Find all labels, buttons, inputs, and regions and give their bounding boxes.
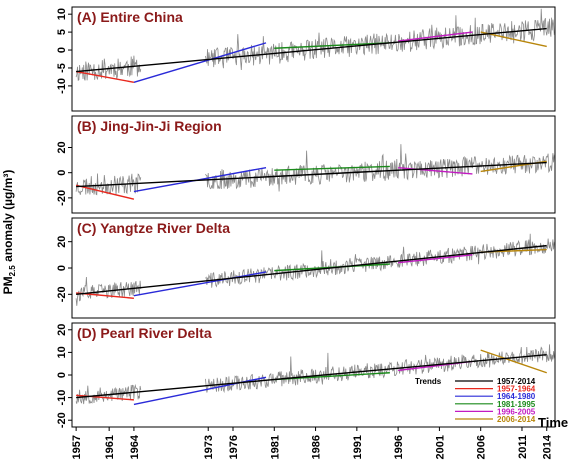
y-tick-label: -20 [56, 190, 68, 206]
y-tick-label: -20 [56, 412, 68, 428]
y-axis-label-rest: anomaly (µg/m³) [1, 170, 15, 266]
trend-1996-2005 [398, 254, 473, 264]
x-tick-label: 2006 [476, 435, 488, 459]
y-tick-label: 20 [56, 324, 68, 336]
anomaly-series [75, 383, 142, 405]
x-tick-label: 2011 [517, 435, 529, 459]
y-axis-label: PM2.5 anomaly (µg/m³) [1, 170, 17, 295]
trend-1957-2014 [76, 353, 547, 399]
x-tick-label: 1957 [71, 435, 83, 459]
trend-1964-1980 [133, 271, 267, 297]
legend-label: 1996-2005 [497, 407, 536, 416]
x-tick-label: 1986 [311, 435, 323, 459]
legend-label: 1957-1964 [497, 385, 536, 394]
x-axis-label: Time [538, 415, 568, 430]
x-tick-label: 1991 [352, 435, 364, 459]
legend-label: 1964-1980 [497, 392, 536, 401]
panel-3: -20 0 20 (C) Yangtze River Delta [56, 217, 556, 319]
panel-title: (B) Jing-Jin-Ji Region [77, 118, 222, 134]
x-tick-label: 1976 [228, 435, 240, 459]
panel-1: -10 -5 0 5 10 (A) Entire China [56, 6, 556, 112]
trend-1996-2005 [398, 31, 473, 42]
y-tick-label: 0 [56, 170, 68, 176]
trend-1957-1964 [76, 70, 135, 83]
x-tick-label: 1981 [269, 435, 281, 459]
y-tick-label: -20 [56, 286, 68, 302]
panel-frame [71, 115, 556, 214]
anomaly-series [75, 276, 142, 306]
panel-frame [71, 6, 556, 112]
x-axis: 1957 1961 1964 1973 1976 1981 1986 1991 1996 2001… [71, 427, 554, 459]
y-tick-label: 20 [56, 141, 68, 153]
trend-1957-2014 [76, 244, 547, 296]
y-axis-label-sub: 2.5 [8, 265, 17, 277]
panel-2: -20 0 20 (B) Jing-Jin-Ji Region [56, 115, 556, 214]
legend: Trends 1957-20141957-19641964-19801981-19… [415, 377, 536, 424]
trend-1981-1995 [274, 42, 390, 49]
anomaly-series [205, 233, 555, 288]
panels: -10 -5 0 5 10 (A) Entire China -20 0 20 (B) Jing-… [56, 6, 556, 428]
legend-label: 2006-2014 [497, 415, 536, 424]
x-tick-label: 1973 [203, 435, 215, 459]
panel-4: -20 -10 0 10 20 (D) Pearl River Delta [56, 322, 556, 428]
panel-title: (A) Entire China [77, 9, 183, 25]
trend-2006-2014 [480, 349, 547, 374]
x-tick-label: 1961 [104, 435, 116, 459]
y-tick-label: 0 [56, 47, 68, 53]
y-tick-label: -10 [56, 390, 68, 406]
trend-1957-2014 [76, 161, 547, 188]
trend-1964-1980 [133, 42, 267, 83]
y-tick-label: 0 [56, 372, 68, 378]
x-tick-label: 1996 [393, 435, 405, 459]
legend-label: 1981-1995 [497, 400, 536, 409]
trend-1981-1995 [274, 165, 390, 171]
x-tick-label: 2014 [542, 434, 554, 459]
trend-2006-2014 [480, 31, 547, 48]
y-axis-label-main: PM [1, 276, 15, 294]
anomaly-series [205, 8, 555, 71]
panel-title: (D) Pearl River Delta [77, 325, 212, 341]
legend-label: 1957-2014 [497, 377, 536, 386]
y-tick-label: 0 [56, 265, 68, 271]
x-tick-label: 1964 [129, 434, 141, 459]
y-tick-label: -10 [56, 78, 68, 94]
trend-1957-1964 [75, 184, 135, 200]
panel-title: (C) Yangtze River Delta [77, 220, 230, 236]
trend-1996-2005 [398, 166, 473, 175]
trend-1957-2014 [76, 27, 547, 73]
x-tick-label: 2001 [434, 435, 446, 459]
legend-title: Trends [415, 377, 442, 386]
y-tick-label: 10 [56, 8, 68, 20]
y-tick-label: 10 [56, 346, 68, 358]
y-tick-label: 5 [56, 29, 68, 35]
anomaly-series [75, 55, 142, 82]
y-tick-label: -5 [56, 63, 68, 73]
y-tick-label: 20 [56, 236, 68, 248]
